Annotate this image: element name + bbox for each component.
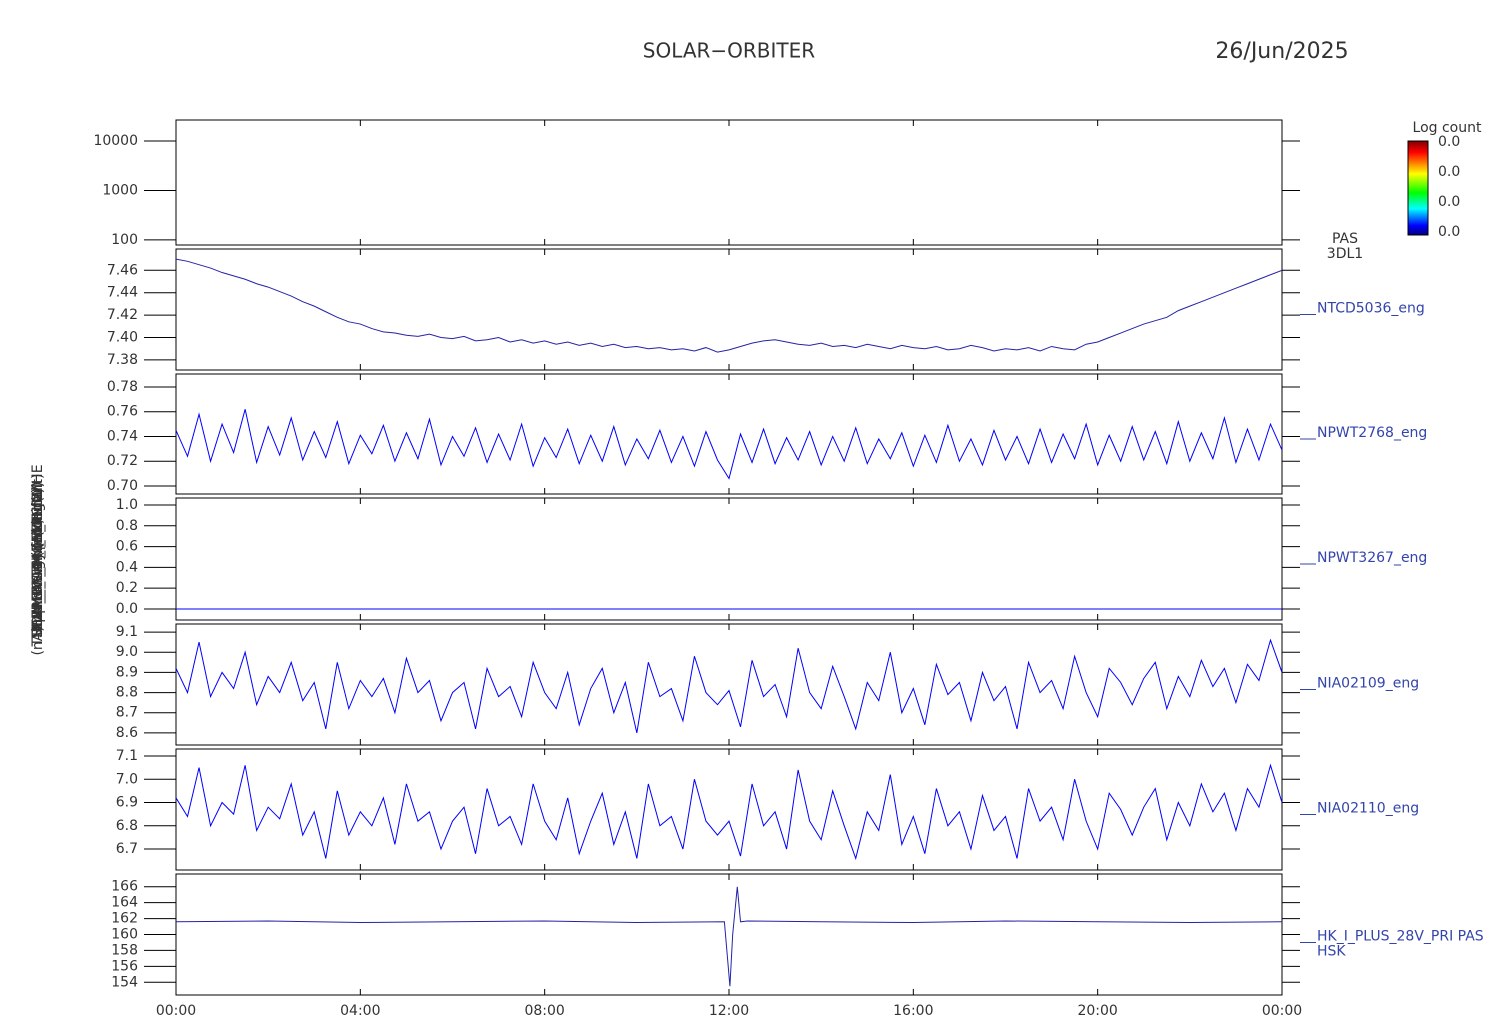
- y-tick-label: 8.6: [116, 725, 138, 741]
- series-label: NPWT3267_eng: [1317, 550, 1427, 566]
- y-tick-label: 7.44: [107, 285, 138, 301]
- data-line: [176, 258, 1282, 353]
- y-tick-label: 9.1: [116, 624, 138, 640]
- instrument-label: PAS: [1332, 231, 1358, 247]
- y-axis-label: SWA-EAS_HV_MON (V): [30, 482, 46, 638]
- y-tick-label: 156: [111, 958, 138, 974]
- y-tick-label: 0.0: [116, 601, 138, 617]
- series-label: NIA02109_eng: [1317, 676, 1419, 692]
- y-tick-label: 6.7: [116, 841, 138, 857]
- y-axis-label: THERM_CA4 (nominal): [30, 482, 46, 640]
- y-tick-label: 1000: [102, 182, 138, 198]
- x-tick-label: 04:00: [340, 1003, 380, 1019]
- y-tick-label: 0.2: [116, 580, 138, 596]
- y-tick-label: 7.1: [116, 748, 138, 764]
- y-tick-label: 8.7: [116, 705, 138, 721]
- panel-frame: [175, 623, 1283, 746]
- title: SOLAR−ORBITER: [643, 39, 815, 63]
- series-label: NIA02110_eng: [1317, 801, 1419, 817]
- x-tick-label: 00:00: [1262, 1003, 1302, 1019]
- y-tick-label: 7.38: [107, 352, 138, 368]
- y-tick-label: 7.0: [116, 771, 138, 787]
- y-axis-label: Approx Temp (DegC): [30, 488, 46, 632]
- panel-frame: [175, 119, 1283, 246]
- y-axis-label: (nA)DM_HK_IMON_PCDMHE: [30, 464, 46, 655]
- y-tick-label: 162: [111, 911, 138, 927]
- colorbar: [1407, 140, 1429, 236]
- y-tick-label: 0.76: [107, 404, 138, 420]
- y-tick-label: 8.8: [116, 685, 138, 701]
- y-tick-label: 6.8: [116, 818, 138, 834]
- colorbar-label: Log count: [1413, 120, 1482, 136]
- series-label: NPWT2768_eng: [1317, 425, 1427, 441]
- date: 26/Jun/2025: [1215, 39, 1348, 64]
- y-tick-label: 154: [111, 974, 138, 990]
- y-tick-label: 0.8: [116, 518, 138, 534]
- colorbar-tick-label: 0.0: [1438, 194, 1460, 210]
- y-tick-label: 0.74: [107, 428, 138, 444]
- panel-frame: [175, 373, 1283, 495]
- data-line: [176, 763, 1282, 861]
- y-tick-label: 7.40: [107, 330, 138, 346]
- source-label: HSK: [1317, 944, 1346, 960]
- y-tick-label: 0.6: [116, 539, 138, 555]
- data-line: [176, 638, 1282, 734]
- y-axis-label: SWA-TWTA_TEMP (V): [30, 488, 46, 632]
- y-tick-label: 100: [111, 232, 138, 248]
- y-tick-label: 8.9: [116, 664, 138, 680]
- y-tick-label: 7.42: [107, 307, 138, 323]
- data-line: [176, 409, 1282, 480]
- y-tick-label: 0.70: [107, 478, 138, 494]
- y-tick-label: 160: [111, 927, 138, 943]
- colorbar-tick-label: 0.0: [1438, 134, 1460, 150]
- product-label: 3DL1: [1327, 246, 1363, 262]
- series-label: NTCD5036_eng: [1317, 301, 1425, 317]
- y-tick-label: 6.9: [116, 795, 138, 811]
- x-tick-label: 12:00: [709, 1003, 749, 1019]
- y-tick-label: 9.0: [116, 644, 138, 660]
- x-tick-label: 08:00: [524, 1003, 564, 1019]
- panel-frame: [175, 248, 1283, 371]
- panel-frame: [175, 497, 1283, 621]
- y-tick-label: 166: [111, 879, 138, 895]
- y-tick-label: 0.72: [107, 453, 138, 469]
- y-tick-label: 0.4: [116, 559, 138, 575]
- data-line: [176, 886, 1282, 987]
- y-tick-label: 158: [111, 942, 138, 958]
- colorbar-tick-label: 0.0: [1438, 164, 1460, 180]
- y-tick-label: 164: [111, 895, 138, 911]
- colorbar-tick-label: 0.0: [1438, 224, 1460, 240]
- y-tick-label: 0.78: [107, 379, 138, 395]
- series-label: HK_I_PLUS_28V_PRI PAS: [1317, 929, 1484, 945]
- x-tick-label: 00:00: [156, 1003, 196, 1019]
- y-tick-label: 7.46: [107, 262, 138, 278]
- x-tick-label: 20:00: [1077, 1003, 1117, 1019]
- x-tick-label: 16:00: [893, 1003, 933, 1019]
- y-tick-label: 1.0: [116, 497, 138, 513]
- y-axis-label: THERM_CA4 (redundant): [30, 474, 46, 648]
- y-axis-label: Energy (eV): [30, 519, 46, 602]
- y-tick-label: 10000: [93, 133, 138, 149]
